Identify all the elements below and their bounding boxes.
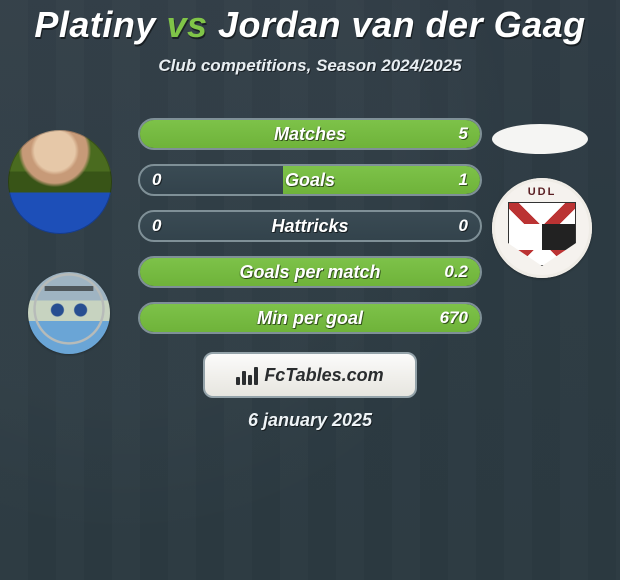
- comparison-area: Matches5Goals01Hattricks00Goals per matc…: [0, 110, 620, 360]
- subtitle: Club competitions, Season 2024/2025: [0, 56, 620, 76]
- stat-label: Hattricks: [140, 212, 480, 240]
- stat-pill: Goals0 1: [138, 164, 482, 196]
- stat-value-right: 1: [459, 166, 468, 194]
- stat-value-right: 670: [440, 304, 468, 332]
- club-crest-left: [28, 272, 110, 354]
- stat-value-left: 0: [152, 212, 161, 240]
- player-photo-left: [8, 130, 112, 234]
- stat-pill: Hattricks0 0: [138, 210, 482, 242]
- stat-row-min-per-goal: Min per goal670: [138, 302, 482, 334]
- stat-label: Goals: [140, 166, 480, 194]
- stat-value-right: 0.2: [444, 258, 468, 286]
- title-right: Jordan van der Gaag: [218, 4, 586, 45]
- player-photo-right-placeholder: [492, 124, 588, 154]
- as-of-date: 6 january 2025: [0, 410, 620, 431]
- stat-value-left: 0: [152, 166, 161, 194]
- title-vs: vs: [166, 4, 207, 45]
- brand-text: FcTables.com: [264, 365, 383, 386]
- stat-pill: Min per goal670: [138, 302, 482, 334]
- stat-row-goals-per-match: Goals per match0.2: [138, 256, 482, 288]
- stat-value-right: 5: [459, 120, 468, 148]
- stat-pill: Matches5: [138, 118, 482, 150]
- brand-badge[interactable]: FcTables.com: [203, 352, 417, 398]
- stat-label: Matches: [140, 120, 480, 148]
- stat-row-hattricks: Hattricks0 0: [138, 210, 482, 242]
- stat-row-matches: Matches5: [138, 118, 482, 150]
- page-title: Platiny vs Jordan van der Gaag: [0, 0, 620, 46]
- club-crest-right: [492, 178, 592, 278]
- stat-bars: Matches5Goals01Hattricks00Goals per matc…: [138, 118, 482, 334]
- stat-value-right: 0: [459, 212, 468, 240]
- stat-pill: Goals per match0.2: [138, 256, 482, 288]
- barchart-icon: [236, 365, 258, 385]
- title-left: Platiny: [34, 4, 156, 45]
- stat-label: Min per goal: [140, 304, 480, 332]
- stat-label: Goals per match: [140, 258, 480, 286]
- card-root: Platiny vs Jordan van der Gaag Club comp…: [0, 0, 620, 580]
- stat-row-goals: Goals0 1: [138, 164, 482, 196]
